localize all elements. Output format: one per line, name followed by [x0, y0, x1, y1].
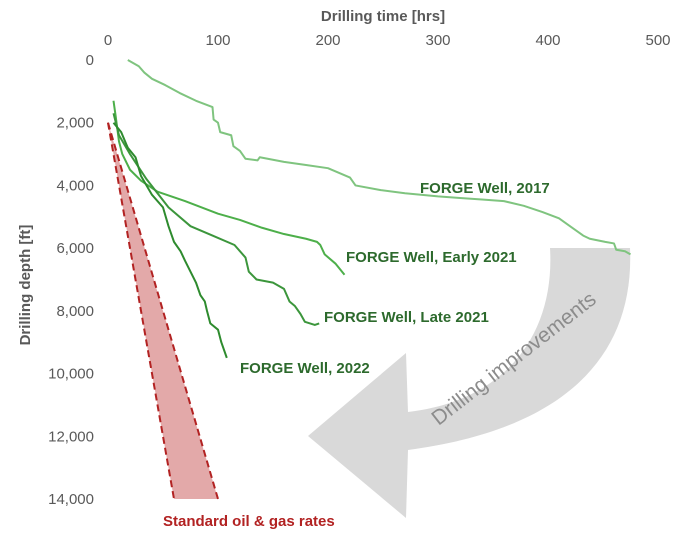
y-tick-label: 2,000	[56, 115, 94, 132]
x-tick-label: 500	[645, 32, 670, 49]
x-tick-label: 300	[425, 32, 450, 49]
y-axis-title: Drilling depth [ft]	[17, 225, 34, 346]
series-line-0	[127, 59, 631, 256]
y-tick-label: 14,000	[48, 491, 94, 508]
drilling-improvements-arrow	[308, 248, 631, 518]
label-well-2022: FORGE Well, 2022	[240, 360, 370, 377]
y-tick-label: 10,000	[48, 366, 94, 383]
label-standard-rates: Standard oil & gas rates	[163, 513, 335, 530]
standard-rates-wedge	[108, 122, 218, 499]
x-tick-label: 200	[315, 32, 340, 49]
series-lines	[112, 59, 631, 359]
y-tick-label: 8,000	[56, 303, 94, 320]
standard-rates-edge-fast	[107, 122, 175, 500]
x-tick-label: 100	[205, 32, 230, 49]
y-tick-label: 4,000	[56, 177, 94, 194]
series-line-2	[112, 113, 320, 326]
y-tick-labels: 0 2,000 4,000 6,000 8,000 10,000 12,000 14,000	[48, 52, 94, 508]
label-well-2017: FORGE Well, 2017	[420, 180, 550, 197]
x-tick-labels: 0 100 200 300 400 500	[104, 32, 671, 49]
series-line-3	[112, 122, 228, 359]
y-tick-label: 0	[86, 52, 94, 69]
series-line-1	[112, 100, 346, 276]
x-axis-title: Drilling time [hrs]	[321, 8, 445, 25]
y-tick-label: 6,000	[56, 240, 94, 257]
x-tick-label: 0	[104, 32, 112, 49]
label-well-early-2021: FORGE Well, Early 2021	[346, 249, 517, 266]
y-tick-label: 12,000	[48, 428, 94, 445]
x-tick-label: 400	[535, 32, 560, 49]
label-well-late-2021: FORGE Well, Late 2021	[324, 309, 489, 326]
